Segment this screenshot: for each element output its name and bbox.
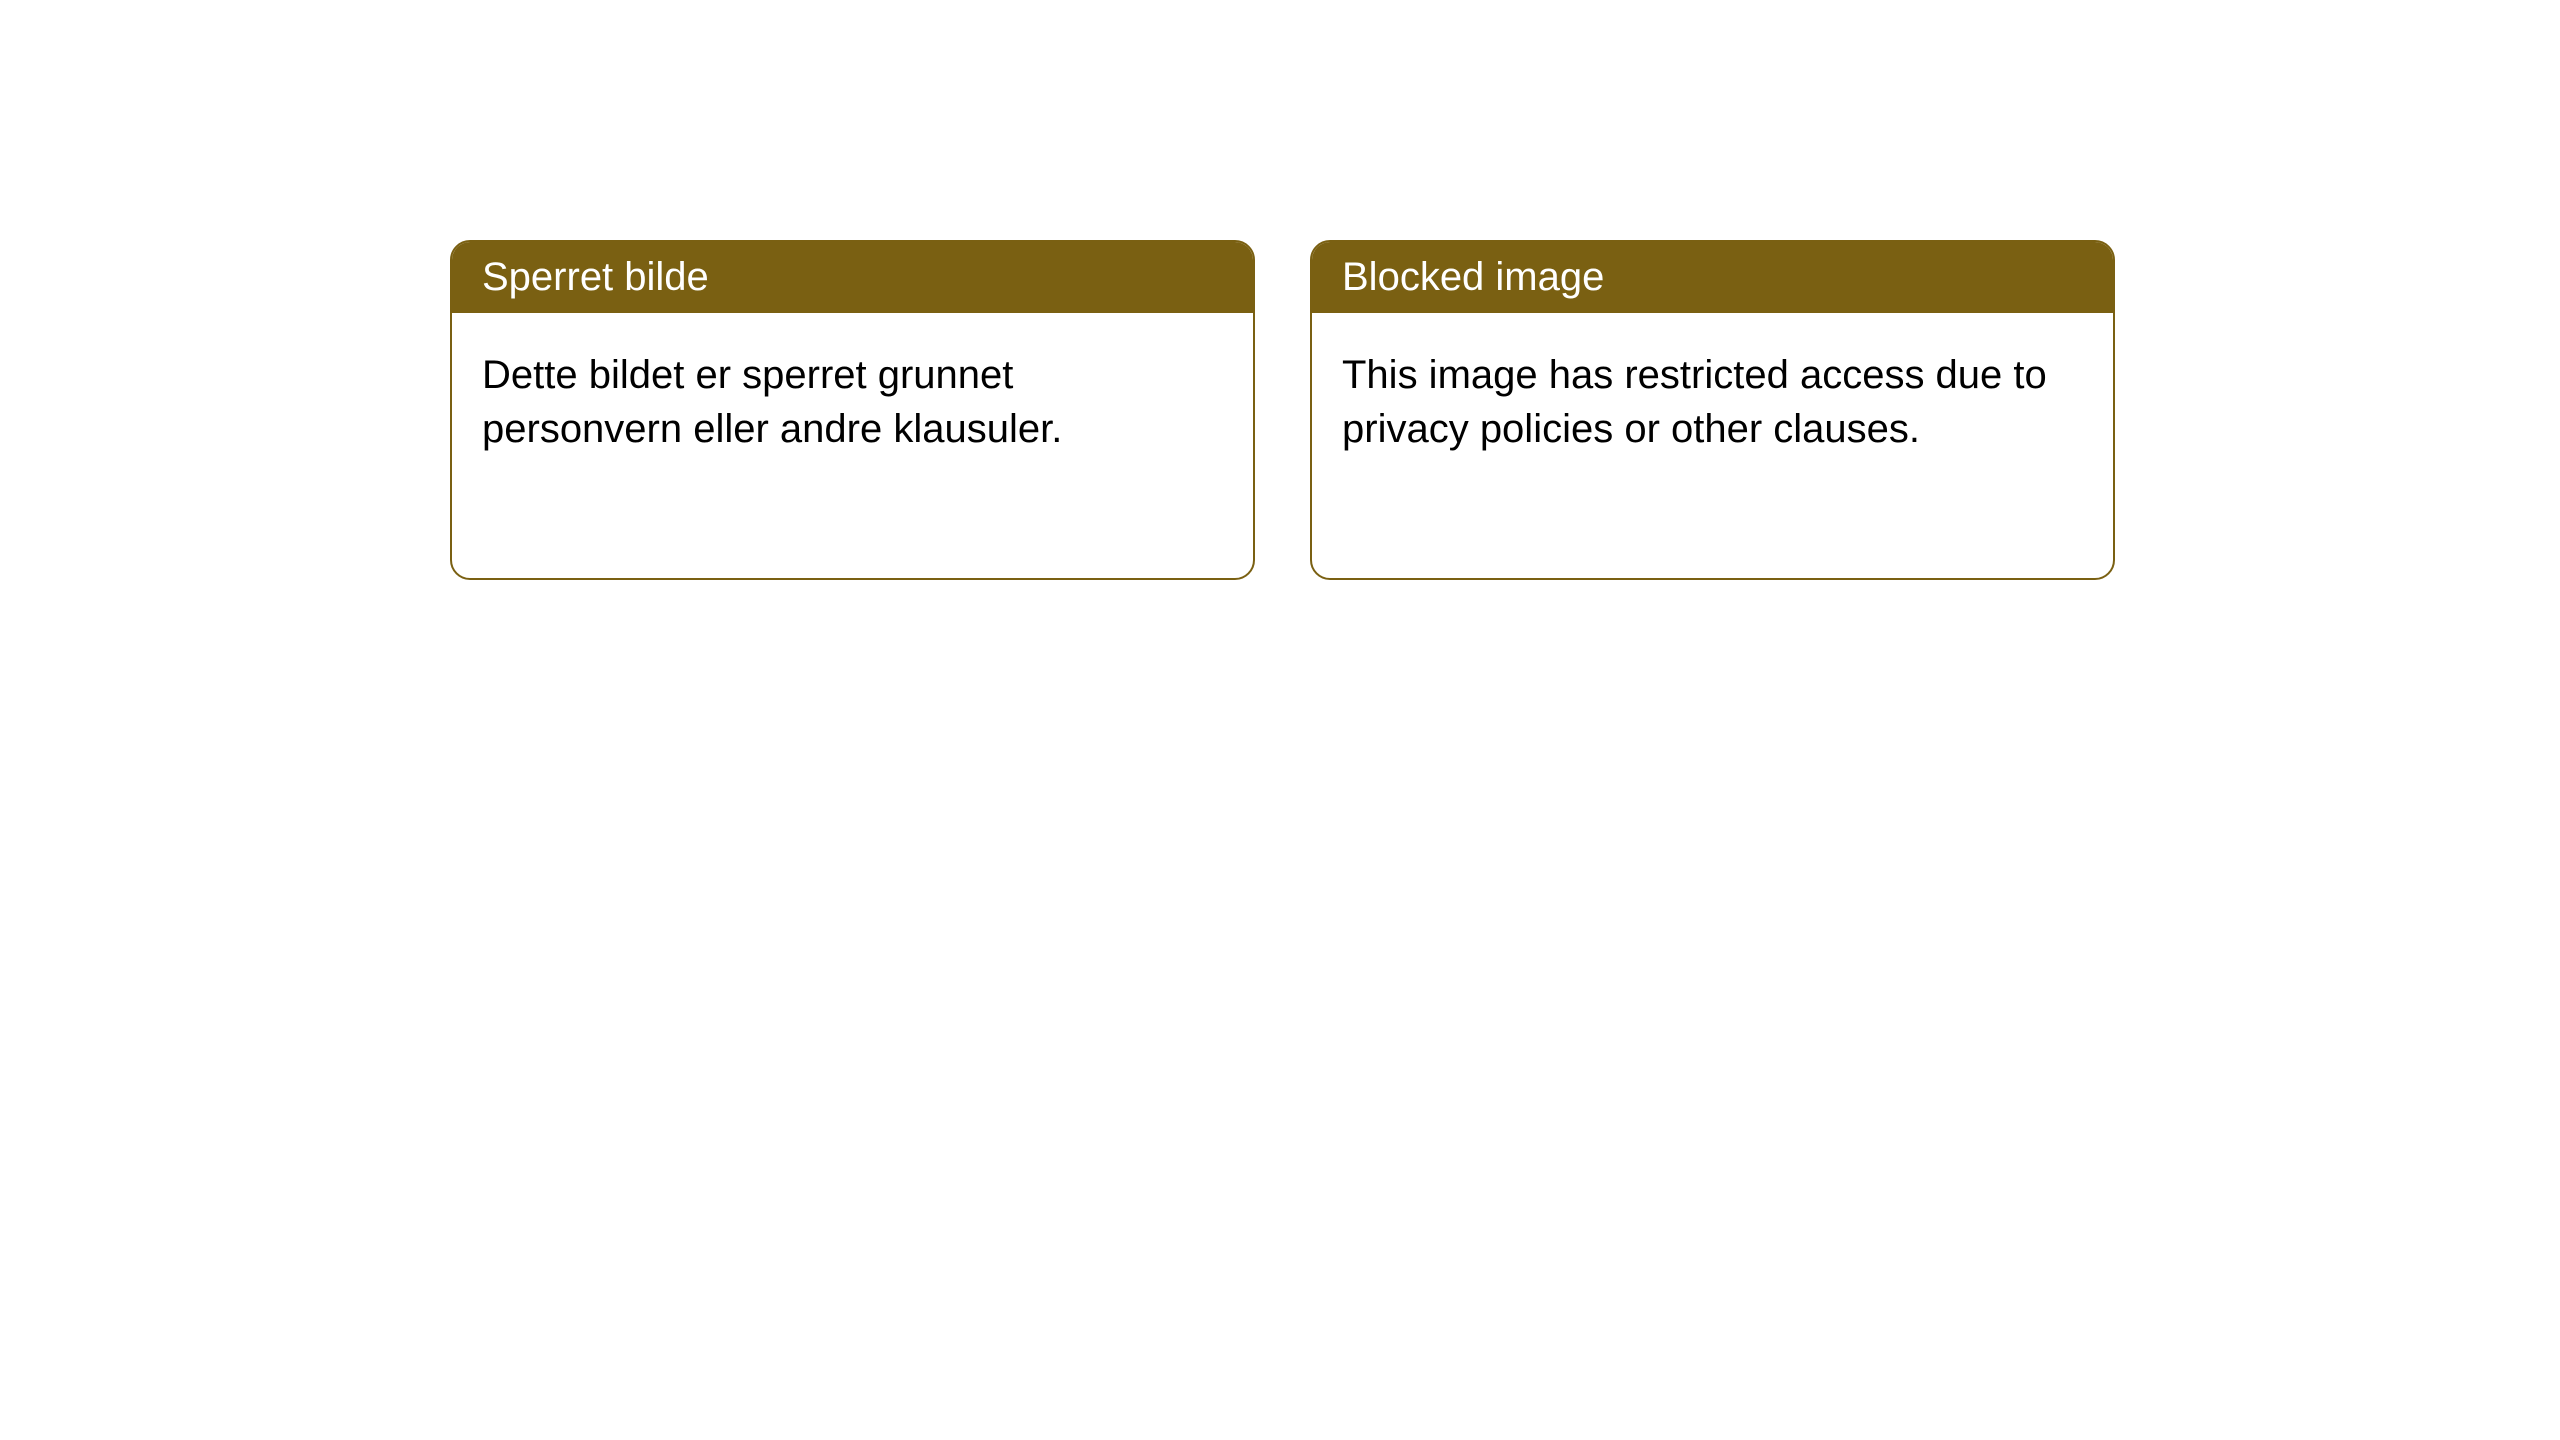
card-norwegian: Sperret bilde Dette bildet er sperret gr… bbox=[450, 240, 1255, 580]
card-english: Blocked image This image has restricted … bbox=[1310, 240, 2115, 580]
card-body-norwegian: Dette bildet er sperret grunnet personve… bbox=[452, 313, 1253, 491]
card-body-english: This image has restricted access due to … bbox=[1312, 313, 2113, 491]
blocked-image-cards: Sperret bilde Dette bildet er sperret gr… bbox=[450, 240, 2115, 580]
card-header-english: Blocked image bbox=[1312, 242, 2113, 313]
card-header-norwegian: Sperret bilde bbox=[452, 242, 1253, 313]
